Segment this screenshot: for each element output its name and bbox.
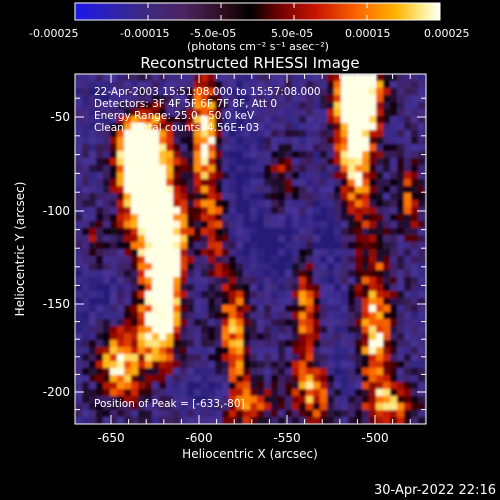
- axis-minor-ticks: [75, 74, 426, 424]
- footer-timestamp: 30-Apr-2022 22:16: [374, 483, 496, 498]
- y-tick-label: -200: [43, 385, 70, 399]
- colorbar-tick-label: 0.00015: [345, 27, 391, 40]
- x-axis-title: Heliocentric X (arcsec): [182, 447, 318, 461]
- x-tick-label: -600: [185, 431, 212, 445]
- solar-image-map: [75, 74, 426, 424]
- plot-frame: [74, 73, 427, 425]
- colorbar-tick-label: -0.00015: [120, 27, 169, 40]
- annotation-peak-position: Position of Peak = [-633,-80]: [94, 398, 245, 410]
- plot-title: Reconstructed RHESSI Image: [140, 54, 359, 72]
- annotation-clean-counts: Clean Total counts: 4.56E+03: [94, 122, 259, 134]
- colorbar-ticks: [74, 3, 441, 20]
- y-tick-label: -50: [50, 110, 70, 124]
- colorbar-unit-label: (photons cm⁻² s⁻¹ asec⁻²): [187, 40, 329, 53]
- colorbar-tick-label: 0.00025: [424, 27, 470, 40]
- colorbar-gradient: [74, 2, 441, 21]
- y-tick-label: -100: [43, 204, 70, 218]
- y-axis-title: Heliocentric Y (arcsec): [13, 182, 27, 317]
- annotation-time-range: 22-Apr-2003 15:51:08.000 to 15:57:08.000: [94, 86, 321, 98]
- colorbar-tick-label: 5.0e-05: [271, 27, 313, 40]
- colorbar: -0.00025 -0.00015 -5.0e-05 5.0e-05 0.000…: [29, 2, 470, 53]
- annotation-detectors: Detectors: 3F 4F 5F 6F 7F 8F, Att 0: [94, 98, 277, 110]
- colorbar-tick-label: -0.00025: [29, 27, 78, 40]
- x-tick-label: -650: [97, 431, 124, 445]
- y-tick-label: -150: [43, 297, 70, 311]
- x-tick-label: -500: [361, 431, 388, 445]
- x-tick-label: -550: [273, 431, 300, 445]
- annotation-energy-range: Energy Range: 25.0 - 50.0 keV: [94, 110, 255, 122]
- colorbar-tick-label: -5.0e-05: [190, 27, 236, 40]
- plot-annotations: 22-Apr-2003 15:51:08.000 to 15:57:08.000…: [94, 86, 321, 410]
- axis-ticks: [75, 74, 426, 424]
